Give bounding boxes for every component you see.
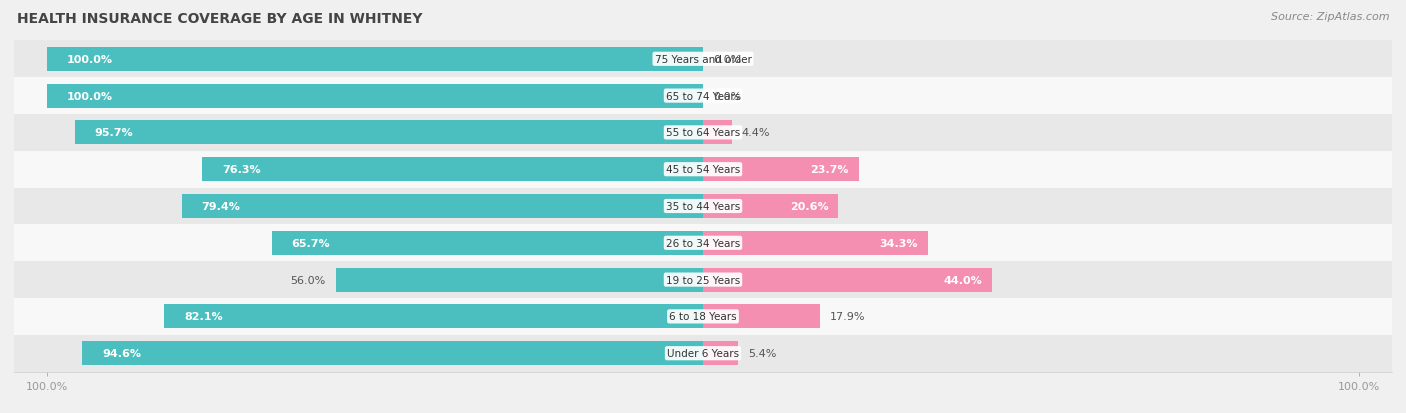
Bar [46,48,703,71]
Text: 0.0%: 0.0% [713,55,741,65]
Bar [14,298,1392,335]
Text: 76.3%: 76.3% [222,165,260,175]
Text: 100.0%: 100.0% [66,55,112,65]
Bar [14,41,1392,78]
Text: Under 6 Years: Under 6 Years [666,348,740,358]
Text: 94.6%: 94.6% [103,348,141,358]
Bar [14,261,1392,298]
Bar [14,225,1392,261]
Text: 17.9%: 17.9% [831,312,866,322]
Bar [14,335,1392,372]
Bar [703,121,733,145]
Text: 19 to 25 Years: 19 to 25 Years [666,275,740,285]
Text: HEALTH INSURANCE COVERAGE BY AGE IN WHITNEY: HEALTH INSURANCE COVERAGE BY AGE IN WHIT… [17,12,422,26]
Bar [202,158,703,182]
Text: 0.0%: 0.0% [713,91,741,101]
Text: 82.1%: 82.1% [184,312,222,322]
Text: 56.0%: 56.0% [291,275,326,285]
Text: 55 to 64 Years: 55 to 64 Years [666,128,740,138]
Text: 4.4%: 4.4% [742,128,770,138]
Text: 35 to 44 Years: 35 to 44 Years [666,202,740,211]
Text: 100.0%: 100.0% [66,91,112,101]
Text: 79.4%: 79.4% [201,202,240,211]
Text: 65 to 74 Years: 65 to 74 Years [666,91,740,101]
Text: 34.3%: 34.3% [880,238,918,248]
Text: 6 to 18 Years: 6 to 18 Years [669,312,737,322]
Text: 75 Years and older: 75 Years and older [655,55,751,65]
Text: 45 to 54 Years: 45 to 54 Years [666,165,740,175]
Text: 44.0%: 44.0% [943,275,981,285]
Bar [83,342,703,365]
Bar [14,152,1392,188]
Bar [703,158,859,182]
Bar [271,231,703,255]
Text: 23.7%: 23.7% [810,165,849,175]
Bar [75,121,703,145]
Text: 26 to 34 Years: 26 to 34 Years [666,238,740,248]
Text: 20.6%: 20.6% [790,202,828,211]
Bar [336,268,703,292]
Text: 5.4%: 5.4% [748,348,776,358]
Bar [14,115,1392,152]
Bar [14,188,1392,225]
Bar [165,305,703,329]
Bar [703,231,928,255]
Text: 95.7%: 95.7% [94,128,134,138]
Text: Source: ZipAtlas.com: Source: ZipAtlas.com [1271,12,1389,22]
Bar [14,78,1392,115]
Text: 65.7%: 65.7% [291,238,330,248]
Bar [703,342,738,365]
Bar [703,305,821,329]
Bar [703,268,991,292]
Bar [703,195,838,218]
Bar [181,195,703,218]
Bar [46,84,703,108]
